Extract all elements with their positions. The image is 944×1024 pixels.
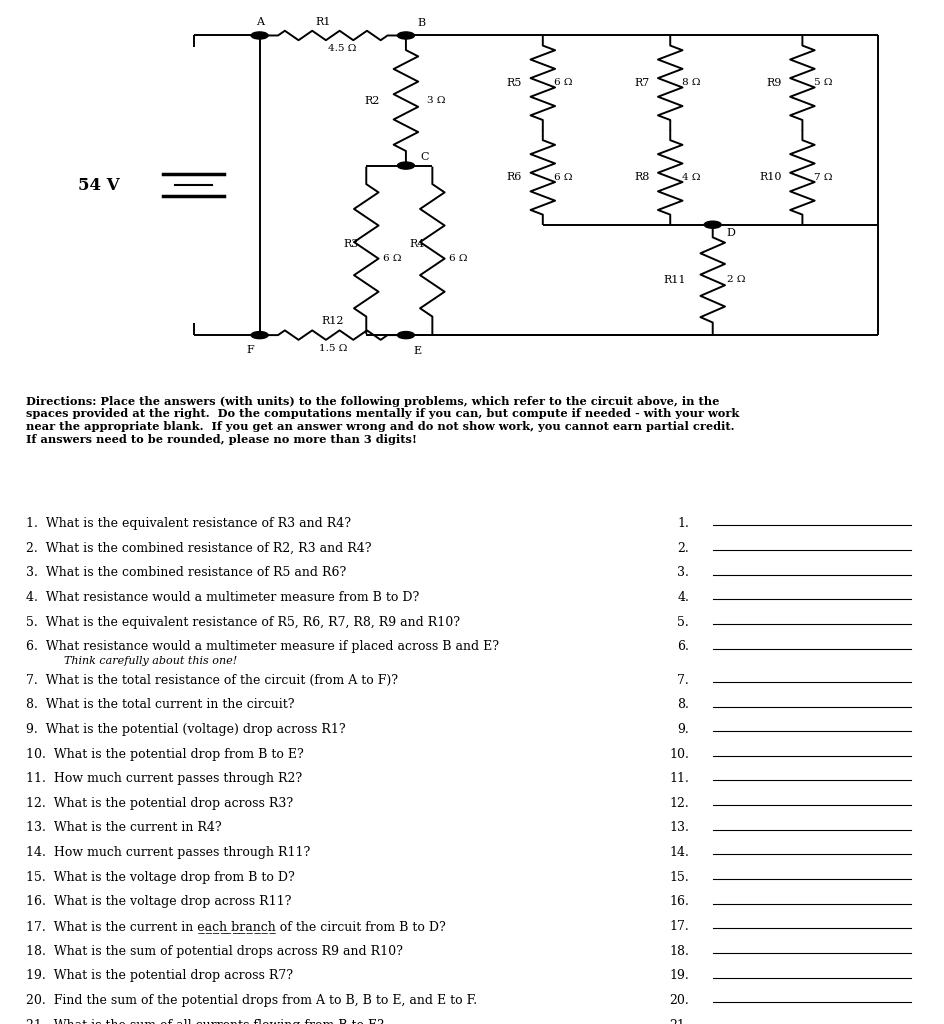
Text: 7 Ω: 7 Ω (814, 173, 833, 182)
Text: 4.5 Ω: 4.5 Ω (328, 44, 357, 53)
Text: R6: R6 (507, 172, 522, 182)
Circle shape (251, 32, 268, 39)
Circle shape (397, 32, 414, 39)
Text: 21.  What is the sum of all currents flowing from B to E?: 21. What is the sum of all currents flow… (26, 1019, 384, 1024)
Text: R4: R4 (410, 240, 425, 250)
Text: 8 Ω: 8 Ω (682, 78, 700, 87)
Text: 19.  What is the potential drop across R7?: 19. What is the potential drop across R7… (26, 970, 294, 982)
Text: 10.  What is the potential drop from B to E?: 10. What is the potential drop from B to… (26, 748, 304, 761)
Text: 21.: 21. (669, 1019, 689, 1024)
Text: R3: R3 (344, 240, 359, 250)
Text: 11.  How much current passes through R2?: 11. How much current passes through R2? (26, 772, 303, 785)
Circle shape (397, 332, 414, 339)
Text: 4.: 4. (677, 591, 689, 604)
Text: Think carefully about this one!: Think carefully about this one! (64, 656, 238, 667)
Text: 13.: 13. (669, 821, 689, 835)
Text: 54 V: 54 V (78, 177, 120, 194)
Text: 7.: 7. (678, 674, 689, 687)
Text: E: E (413, 346, 422, 356)
Text: 8.  What is the total current in the circuit?: 8. What is the total current in the circ… (26, 698, 295, 712)
Text: 20.: 20. (669, 994, 689, 1007)
Text: 14.  How much current passes through R11?: 14. How much current passes through R11? (26, 846, 311, 859)
Circle shape (251, 332, 268, 339)
Text: 4 Ω: 4 Ω (682, 173, 700, 182)
Text: R9: R9 (767, 78, 782, 88)
Text: 11.: 11. (669, 772, 689, 785)
Text: A: A (256, 16, 263, 27)
Text: 6 Ω: 6 Ω (383, 254, 402, 263)
Text: 9.: 9. (678, 723, 689, 736)
Text: 12.: 12. (669, 797, 689, 810)
Text: 5.  What is the equivalent resistance of R5, R6, R7, R8, R9 and R10?: 5. What is the equivalent resistance of … (26, 615, 461, 629)
Text: 19.: 19. (669, 970, 689, 982)
Text: Directions: Place the answers (with units) to the following problems, which refe: Directions: Place the answers (with unit… (26, 395, 740, 444)
Text: 3.: 3. (677, 566, 689, 580)
Text: 16.: 16. (669, 895, 689, 908)
Text: 18.  What is the sum of potential drops across R9 and R10?: 18. What is the sum of potential drops a… (26, 944, 403, 957)
Text: 14.: 14. (669, 846, 689, 859)
Text: 6.: 6. (677, 640, 689, 653)
Text: 2.: 2. (678, 542, 689, 555)
Text: 6 Ω: 6 Ω (554, 173, 573, 182)
Text: 17.: 17. (669, 920, 689, 933)
Text: 10.: 10. (669, 748, 689, 761)
Text: 1.5 Ω: 1.5 Ω (318, 344, 347, 353)
Text: 2 Ω: 2 Ω (727, 275, 746, 285)
Circle shape (397, 162, 414, 169)
Text: 6 Ω: 6 Ω (449, 254, 468, 263)
Text: R8: R8 (634, 172, 649, 182)
Text: 3 Ω: 3 Ω (427, 96, 446, 105)
Text: R1: R1 (315, 16, 331, 27)
Text: R11: R11 (664, 274, 686, 285)
Text: 20.  Find the sum of the potential drops from A to B, B to E, and E to F.: 20. Find the sum of the potential drops … (26, 994, 478, 1007)
Text: D: D (727, 228, 735, 238)
Text: 6 Ω: 6 Ω (554, 78, 573, 87)
Text: 5.: 5. (678, 615, 689, 629)
Text: 12.  What is the potential drop across R3?: 12. What is the potential drop across R3… (26, 797, 294, 810)
Text: 15.  What is the voltage drop from B to D?: 15. What is the voltage drop from B to D… (26, 870, 295, 884)
Text: 13.  What is the current in R4?: 13. What is the current in R4? (26, 821, 222, 835)
Text: R2: R2 (364, 95, 379, 105)
Text: 9.  What is the potential (voltage) drop across R1?: 9. What is the potential (voltage) drop … (26, 723, 346, 736)
Text: 3.  What is the combined resistance of R5 and R6?: 3. What is the combined resistance of R5… (26, 566, 346, 580)
Circle shape (704, 221, 721, 228)
Text: 5 Ω: 5 Ω (814, 78, 833, 87)
Text: 6.  What resistance would a multimeter measure if placed across B and E?: 6. What resistance would a multimeter me… (26, 640, 499, 653)
Text: F: F (246, 345, 254, 355)
Text: C: C (420, 153, 429, 163)
Text: R7: R7 (634, 78, 649, 88)
Text: R5: R5 (507, 78, 522, 88)
Text: 16.  What is the voltage drop across R11?: 16. What is the voltage drop across R11? (26, 895, 292, 908)
Text: R12: R12 (322, 316, 344, 327)
Text: 7.  What is the total resistance of the circuit (from A to F)?: 7. What is the total resistance of the c… (26, 674, 398, 687)
Text: B: B (417, 17, 426, 28)
Text: 1.  What is the equivalent resistance of R3 and R4?: 1. What is the equivalent resistance of … (26, 517, 351, 530)
Text: 18.: 18. (669, 944, 689, 957)
Text: 17.  What is the current in e̲a̲c̲h̲ ̲b̲r̲a̲n̲c̲h̲ of the circuit from B to D?: 17. What is the current in e̲a̲c̲h̲ ̲b̲r… (26, 920, 447, 933)
Text: R10: R10 (759, 172, 782, 182)
Text: 15.: 15. (669, 870, 689, 884)
Text: 4.  What resistance would a multimeter measure from B to D?: 4. What resistance would a multimeter me… (26, 591, 420, 604)
Text: 2.  What is the combined resistance of R2, R3 and R4?: 2. What is the combined resistance of R2… (26, 542, 372, 555)
Text: 8.: 8. (677, 698, 689, 712)
Text: 1.: 1. (677, 517, 689, 530)
